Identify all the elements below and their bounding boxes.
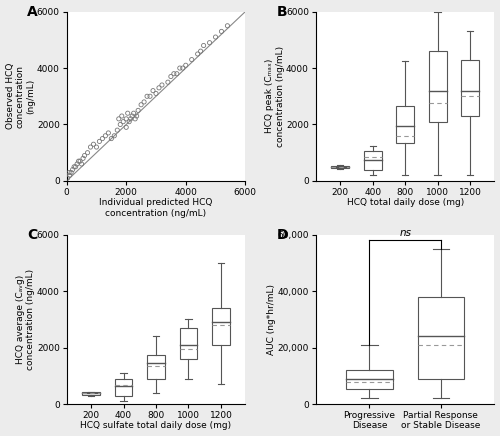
Point <box>152 90 160 97</box>
Point <box>66 172 74 179</box>
Point <box>140 99 148 106</box>
Point <box>130 110 138 117</box>
Point <box>182 62 190 69</box>
Point <box>108 135 116 142</box>
Point <box>90 141 98 148</box>
Point <box>115 116 123 123</box>
Text: A: A <box>28 5 38 19</box>
Bar <box>364 151 382 170</box>
Y-axis label: HCQ average (Cₐᵥɡ)
concentration (ng/mL): HCQ average (Cₐᵥɡ) concentration (ng/mL) <box>16 269 36 370</box>
Point <box>78 160 86 167</box>
Point <box>194 51 202 58</box>
Bar <box>147 355 165 379</box>
Point <box>84 149 92 156</box>
X-axis label: HCQ sulfate total daily dose (mg): HCQ sulfate total daily dose (mg) <box>80 422 232 430</box>
Point <box>155 84 163 91</box>
X-axis label: Individual predicted HCQ
concentration (ng/mL): Individual predicted HCQ concentration (… <box>100 198 212 218</box>
Point <box>164 78 172 85</box>
Point <box>72 164 80 170</box>
Point <box>134 107 142 114</box>
X-axis label: HCQ total daily dose (mg): HCQ total daily dose (mg) <box>346 198 464 207</box>
Point <box>128 112 136 119</box>
Point <box>104 129 112 136</box>
Text: B: B <box>276 5 287 19</box>
Y-axis label: Observed HCQ
concentration
(ng/mL): Observed HCQ concentration (ng/mL) <box>6 63 36 129</box>
Point <box>125 118 133 125</box>
Point <box>196 48 204 54</box>
Y-axis label: HCQ peak (Cₘₐₓ)
concentration (ng/mL): HCQ peak (Cₘₐₓ) concentration (ng/mL) <box>265 46 284 147</box>
Bar <box>332 166 349 168</box>
Point <box>68 166 76 173</box>
Y-axis label: AUC (ng*hr/mL): AUC (ng*hr/mL) <box>267 284 276 355</box>
Point <box>86 143 94 150</box>
Point <box>119 118 127 125</box>
Point <box>122 116 130 123</box>
Bar <box>82 392 100 395</box>
Bar <box>461 60 479 116</box>
Point <box>206 39 214 46</box>
Point <box>179 65 187 72</box>
Text: C: C <box>28 228 38 242</box>
Point <box>67 169 75 176</box>
Point <box>70 164 78 170</box>
Point <box>74 158 82 165</box>
Point <box>124 110 132 117</box>
Point <box>176 65 184 72</box>
Text: ns: ns <box>399 228 411 238</box>
Point <box>65 169 73 176</box>
Point <box>80 152 88 159</box>
Bar <box>428 51 446 122</box>
Point <box>102 132 110 139</box>
Point <box>188 56 196 63</box>
Point <box>126 116 134 123</box>
Point <box>224 22 232 29</box>
Point <box>146 93 154 100</box>
Point <box>137 101 145 108</box>
Point <box>158 82 166 89</box>
Bar <box>212 308 230 345</box>
Point <box>96 138 104 145</box>
Bar <box>396 106 414 143</box>
Bar <box>346 370 393 388</box>
Point <box>79 155 87 162</box>
Point <box>116 121 124 128</box>
Text: D: D <box>276 228 288 242</box>
Point <box>173 70 181 77</box>
Point <box>76 158 84 165</box>
Point <box>64 174 72 181</box>
Point <box>73 160 81 167</box>
Bar <box>180 328 198 359</box>
Point <box>92 143 100 150</box>
Point <box>218 28 226 35</box>
Point <box>132 112 140 119</box>
Bar <box>114 379 132 396</box>
Point <box>114 126 122 133</box>
Point <box>167 73 175 80</box>
Point <box>118 112 126 119</box>
Point <box>98 135 106 142</box>
Point <box>122 124 130 131</box>
Point <box>143 93 151 100</box>
Point <box>200 42 207 49</box>
Point <box>110 132 118 139</box>
Point <box>149 87 157 94</box>
Point <box>170 70 178 77</box>
Point <box>212 34 220 41</box>
Bar <box>418 297 464 379</box>
Point <box>131 116 139 123</box>
